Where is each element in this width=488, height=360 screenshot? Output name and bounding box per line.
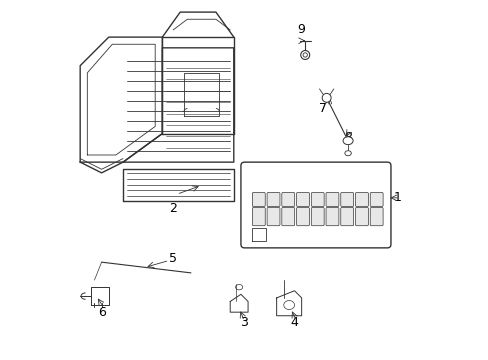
Text: 1: 1 — [393, 192, 401, 204]
FancyBboxPatch shape — [340, 193, 353, 206]
FancyBboxPatch shape — [311, 207, 324, 226]
Text: 3: 3 — [240, 316, 248, 329]
Text: 2: 2 — [169, 202, 177, 215]
FancyBboxPatch shape — [355, 193, 367, 206]
Text: 8: 8 — [344, 131, 351, 144]
Ellipse shape — [343, 137, 352, 145]
FancyBboxPatch shape — [311, 193, 324, 206]
FancyBboxPatch shape — [296, 193, 309, 206]
FancyBboxPatch shape — [355, 207, 367, 226]
Text: 6: 6 — [98, 306, 105, 319]
FancyBboxPatch shape — [281, 207, 294, 226]
FancyBboxPatch shape — [252, 193, 264, 206]
FancyBboxPatch shape — [325, 193, 338, 206]
FancyBboxPatch shape — [241, 162, 390, 248]
FancyBboxPatch shape — [369, 207, 382, 226]
Text: 7: 7 — [319, 102, 326, 115]
FancyBboxPatch shape — [266, 193, 280, 206]
FancyBboxPatch shape — [266, 207, 280, 226]
FancyBboxPatch shape — [340, 207, 353, 226]
Text: 9: 9 — [297, 23, 305, 36]
Ellipse shape — [303, 53, 307, 57]
FancyBboxPatch shape — [252, 207, 264, 226]
Ellipse shape — [344, 151, 350, 156]
FancyBboxPatch shape — [296, 207, 309, 226]
FancyBboxPatch shape — [369, 193, 382, 206]
Ellipse shape — [322, 93, 330, 102]
FancyBboxPatch shape — [325, 207, 338, 226]
Text: 4: 4 — [290, 316, 298, 329]
FancyBboxPatch shape — [281, 193, 294, 206]
Text: 5: 5 — [169, 252, 177, 265]
